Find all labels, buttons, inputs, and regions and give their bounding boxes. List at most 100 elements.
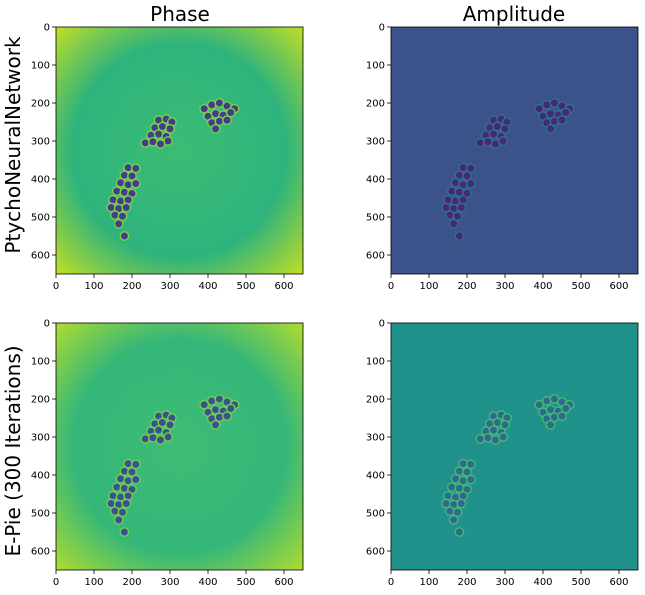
feature-dot <box>465 474 476 485</box>
x-tick-label: 100 <box>84 577 103 588</box>
x-tick-label: 200 <box>122 281 141 292</box>
feature-dot <box>130 163 141 174</box>
y-tick-label: 100 <box>366 357 385 368</box>
column-title-phase: Phase <box>150 2 210 26</box>
feature-dot <box>500 419 510 430</box>
feature-dot <box>113 218 124 229</box>
x-tick-label: 600 <box>274 577 293 588</box>
y-tick-label: 300 <box>31 433 50 444</box>
feature-dot <box>456 498 467 509</box>
y-tick-label: 0 <box>379 319 385 330</box>
y-tick-label: 400 <box>366 175 385 186</box>
x-tick-label: 200 <box>457 281 476 292</box>
feature-dot <box>163 432 174 442</box>
feature-dot <box>448 514 459 525</box>
feature-dot <box>117 211 128 222</box>
feature-dot <box>498 136 508 146</box>
column-title-amplitude: Amplitude <box>463 2 566 26</box>
feature-dot <box>121 498 132 509</box>
y-tick-label: 500 <box>366 509 385 520</box>
feature-dot <box>225 107 236 118</box>
feature-dot <box>130 474 141 485</box>
heatmap-image <box>391 323 638 570</box>
y-tick-label: 400 <box>366 471 385 482</box>
y-tick-label: 100 <box>366 61 385 72</box>
x-tick-label: 400 <box>198 577 217 588</box>
heatmap-image <box>56 27 303 274</box>
x-tick-label: 300 <box>160 281 179 292</box>
feature-dot <box>210 123 221 134</box>
y-tick-label: 200 <box>31 395 50 406</box>
y-tick-label: 200 <box>31 99 50 110</box>
feature-dot <box>534 103 545 114</box>
y-tick-label: 600 <box>31 547 50 558</box>
heatmap-panel-0: 0 100 200 300 400 500 600 0 100 200 300 400 500 600 <box>31 23 304 292</box>
x-tick-label: 600 <box>609 281 628 292</box>
x-tick-label: 0 <box>388 281 394 292</box>
y-tick-label: 600 <box>31 251 50 262</box>
feature-dot <box>222 411 232 421</box>
x-tick-label: 0 <box>53 281 59 292</box>
feature-dot <box>560 403 571 414</box>
feature-dot <box>465 163 476 174</box>
heatmap-image <box>56 323 303 570</box>
feature-dot <box>534 399 545 410</box>
heatmap-image <box>391 27 638 274</box>
y-tick-label: 600 <box>366 547 385 558</box>
feature-dot <box>130 459 141 470</box>
heatmap-panel-2: 0 100 200 300 400 500 600 0 100 200 300 400 500 600 <box>31 319 304 588</box>
x-tick-label: 0 <box>53 577 59 588</box>
x-tick-label: 400 <box>198 281 217 292</box>
axes-frame <box>390 322 639 571</box>
feature-dot <box>545 419 556 430</box>
x-tick-label: 200 <box>122 577 141 588</box>
x-tick-label: 300 <box>495 577 514 588</box>
feature-dot <box>119 231 130 241</box>
y-tick-label: 0 <box>44 319 50 330</box>
feature-dot <box>127 171 137 181</box>
x-tick-label: 0 <box>388 577 394 588</box>
feature-dot <box>165 419 175 430</box>
feature-dot <box>465 178 476 189</box>
y-tick-label: 500 <box>31 213 50 224</box>
x-tick-label: 100 <box>84 281 103 292</box>
x-tick-label: 500 <box>236 577 255 588</box>
heatmap-panel-1: 0 100 200 300 400 500 600 0 100 200 300 400 500 600 <box>366 23 639 292</box>
feature-dot <box>454 231 465 241</box>
y-tick-label: 100 <box>31 357 50 368</box>
feature-dot <box>117 507 128 518</box>
x-tick-label: 500 <box>571 281 590 292</box>
feature-dot <box>452 211 463 222</box>
x-tick-label: 400 <box>533 281 552 292</box>
feature-dot <box>222 115 232 126</box>
x-tick-label: 600 <box>609 577 628 588</box>
x-tick-label: 300 <box>495 281 514 292</box>
feature-dot <box>545 123 556 134</box>
x-tick-label: 400 <box>533 577 552 588</box>
feature-dot <box>210 419 221 430</box>
feature-dot <box>165 123 175 134</box>
y-tick-label: 200 <box>366 395 385 406</box>
feature-dot <box>557 115 567 126</box>
y-tick-label: 0 <box>379 23 385 34</box>
y-tick-label: 500 <box>31 509 50 520</box>
x-tick-label: 100 <box>419 577 438 588</box>
x-tick-label: 300 <box>160 577 179 588</box>
feature-dot <box>113 514 124 525</box>
feature-dot <box>448 218 459 229</box>
feature-dot <box>199 103 210 114</box>
feature-dot <box>560 107 571 118</box>
y-tick-label: 100 <box>31 61 50 72</box>
feature-dot <box>465 459 476 470</box>
x-tick-label: 100 <box>419 281 438 292</box>
axes-frame <box>390 26 639 275</box>
feature-dot <box>127 467 137 477</box>
axes-frame <box>55 322 304 571</box>
x-tick-label: 500 <box>236 281 255 292</box>
feature-dot <box>557 411 567 421</box>
y-tick-label: 300 <box>366 137 385 148</box>
feature-dot <box>452 507 463 518</box>
y-tick-label: 400 <box>31 175 50 186</box>
y-tick-label: 400 <box>31 471 50 482</box>
